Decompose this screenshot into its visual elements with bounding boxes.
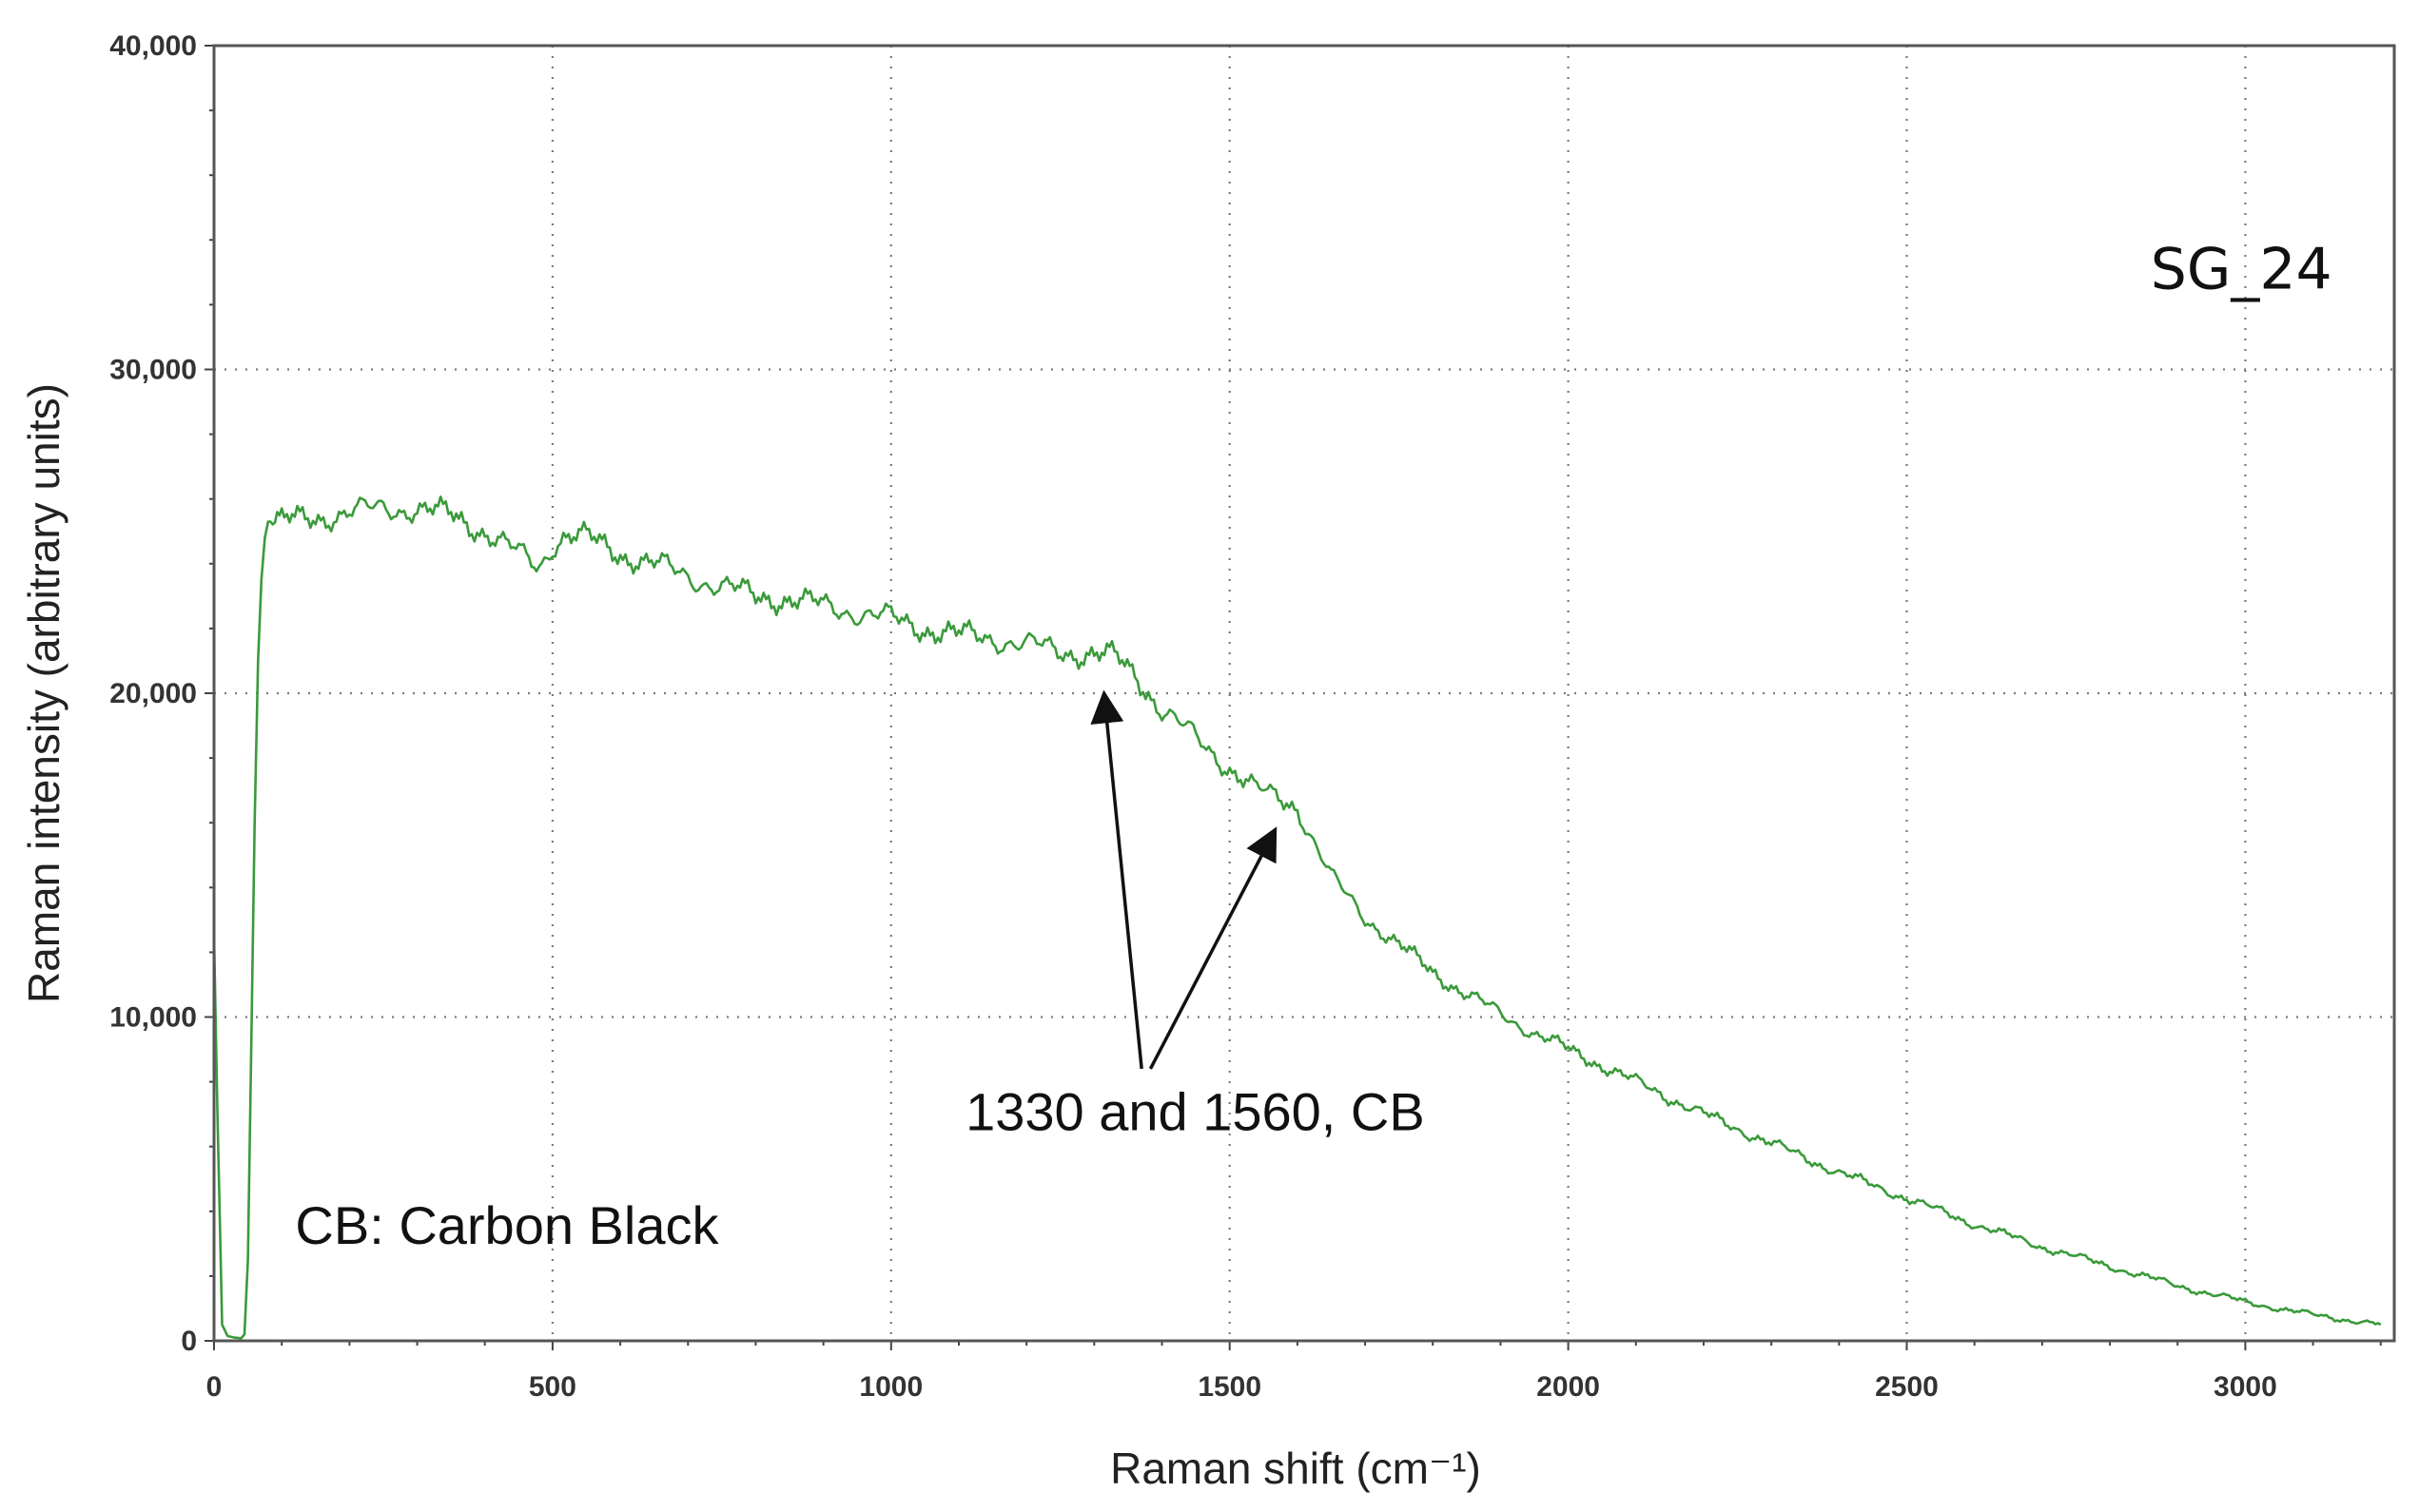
y-tick-label: 10,000 <box>109 1002 197 1034</box>
y-tick-label: 20,000 <box>109 678 197 709</box>
y-tick-label: 30,000 <box>109 355 197 386</box>
annotations: SG_24 CB: Carbon Black 1330 and 1560, CB <box>295 236 2331 1254</box>
y-tick-label: 40,000 <box>109 30 197 62</box>
annotation-arrow <box>1090 689 1143 1070</box>
axis-ticks <box>205 45 2382 1350</box>
x-tick-label: 2000 <box>1536 1371 1600 1403</box>
x-tick-labels: 0 500 1000 1500 2000 2500 3000 <box>206 1371 2277 1403</box>
x-tick-label: 1000 <box>859 1371 923 1403</box>
y-axis-title: Raman intensity (arbitrary units) <box>19 383 68 1003</box>
grid <box>214 46 2394 1341</box>
x-tick-label: 3000 <box>2214 1371 2277 1403</box>
annotation-arrow <box>1148 826 1278 1070</box>
x-tick-label: 2500 <box>1875 1371 1939 1403</box>
sample-label: SG_24 <box>2151 236 2332 302</box>
legend-note: CB: Carbon Black <box>295 1195 719 1255</box>
series-layer <box>212 495 2382 1340</box>
series-line <box>212 495 2382 1340</box>
plot-frame <box>212 44 2396 1343</box>
x-axis-title: Raman shift (cm⁻¹) <box>1110 1444 1481 1493</box>
x-tick-label: 0 <box>206 1371 223 1403</box>
x-tick-label: 500 <box>529 1371 576 1403</box>
peak-annotation: 1330 and 1560, CB <box>966 1082 1425 1142</box>
x-tick-label: 1500 <box>1198 1371 1261 1403</box>
y-tick-labels: 0 10,000 20,000 30,000 40,000 <box>109 30 197 1357</box>
y-tick-label: 0 <box>181 1326 197 1357</box>
